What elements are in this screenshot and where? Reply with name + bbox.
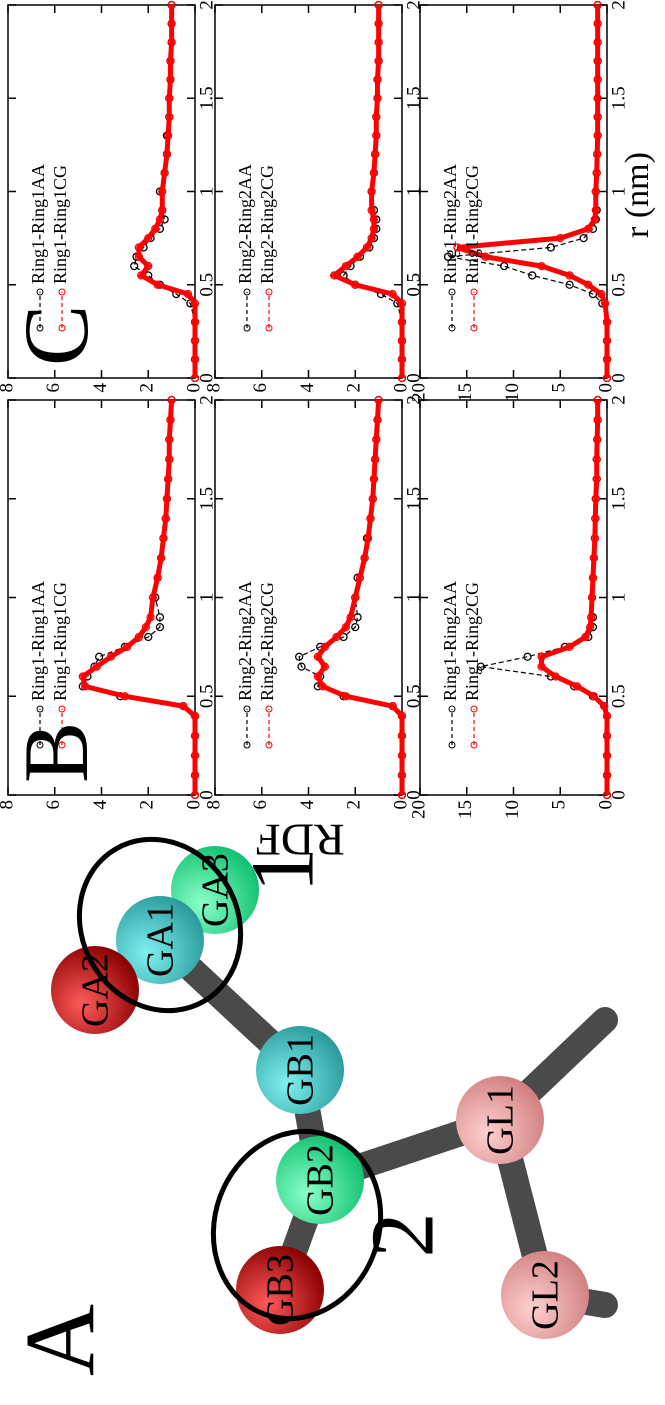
x-tick-label: 2 <box>608 395 629 405</box>
y-tick-label: 2 <box>137 800 158 810</box>
y-tick-label: 0 <box>183 800 204 810</box>
y-tick-label: 20 <box>408 800 429 819</box>
legend-label: Ring2-Ring2CG <box>257 582 277 701</box>
bead-label: GL2 <box>525 1260 567 1330</box>
bead-label: GB1 <box>280 1034 322 1106</box>
ring-label: 2 <box>354 1213 453 1258</box>
x-tick-label: 0.5 <box>196 273 217 297</box>
y-tick-label: 2 <box>137 383 158 393</box>
legend-label: Ring1-Ring1CG <box>50 582 70 701</box>
y-tick-label: 8 <box>0 800 17 810</box>
panel-letter: B <box>5 722 107 783</box>
x-tick-label: 1 <box>608 593 629 603</box>
x-tick-label: 0.5 <box>196 684 217 708</box>
x-tick-label: 0.5 <box>608 684 629 708</box>
y-tick-label: 4 <box>90 800 111 810</box>
x-tick-label: 1.5 <box>608 86 629 110</box>
y-tick-label: 10 <box>502 383 523 402</box>
legend-label: Ring1-Ring2AA <box>440 581 460 701</box>
y-tick-label: 0 <box>595 800 616 810</box>
y-tick-label: 8 <box>203 383 224 393</box>
y-tick-label: 6 <box>250 383 271 393</box>
x-tick-label: 2 <box>608 0 629 10</box>
y-tick-label: 2 <box>344 383 365 393</box>
x-tick-label: 1.5 <box>608 487 629 511</box>
x-tick-label: 0.5 <box>608 273 629 297</box>
legend-label: Ring1-Ring2CG <box>462 582 482 701</box>
y-tick-label: 15 <box>455 383 476 402</box>
x-tick-label: 0 <box>196 790 217 800</box>
y-tick-label: 4 <box>297 383 318 393</box>
bead-label: GA1 <box>140 903 182 977</box>
legend-label: Ring1-Ring2AA <box>440 164 460 284</box>
x-tick-label: 1.5 <box>196 487 217 511</box>
bead-label: GL1 <box>480 1085 522 1155</box>
y-tick-label: 4 <box>90 383 111 393</box>
x-tick-label: 2 <box>196 395 217 405</box>
y-tick-label: 0 <box>595 383 616 393</box>
y-tick-label: 8 <box>203 800 224 810</box>
y-tick-label: 0 <box>183 383 204 393</box>
legend-label: Ring1-Ring1AA <box>28 164 48 284</box>
y-tick-label: 6 <box>43 800 64 810</box>
x-tick-label: 0 <box>608 790 629 800</box>
x-tick-label: 0 <box>608 373 629 383</box>
y-tick-label: 6 <box>43 383 64 393</box>
bead-label: GB2 <box>300 1144 342 1216</box>
x-tick-label: 1.5 <box>196 86 217 110</box>
y-tick-label: 10 <box>502 800 523 819</box>
x-tick-label: 1 <box>196 593 217 603</box>
y-tick-label: 5 <box>549 800 570 810</box>
x-tick-label: 0 <box>196 373 217 383</box>
x-tick-label: 1 <box>196 187 217 197</box>
y-tick-label: 15 <box>455 800 476 819</box>
y-tick-label: 8 <box>0 383 17 393</box>
y-tick-label: 2 <box>344 800 365 810</box>
legend-label: Ring2-Ring2CG <box>257 165 277 284</box>
y-tick-label: 20 <box>408 383 429 402</box>
x-tick-label: 2 <box>196 0 217 10</box>
panel-letter: A <box>4 1304 115 1376</box>
figure: GA3GA1GA2GB1GB2GB3GL1GL212ARDFr (nm)00.5… <box>0 0 665 1405</box>
y-axis-label: RDF <box>255 814 344 865</box>
y-tick-label: 5 <box>549 383 570 393</box>
page: {"figure": {"xlabel": "r (nm)", "ylabel"… <box>0 0 665 1405</box>
y-tick-label: 6 <box>250 800 271 810</box>
y-tick-label: 4 <box>297 800 318 810</box>
panel-letter: C <box>5 305 107 366</box>
x-tick-label: 1 <box>608 187 629 197</box>
legend-label: Ring1-Ring1CG <box>50 165 70 284</box>
legend-label: Ring2-Ring2AA <box>235 164 255 284</box>
legend-label: Ring1-Ring1AA <box>28 581 48 701</box>
rotated-figure: GA3GA1GA2GB1GB2GB3GL1GL212ARDFr (nm)00.5… <box>0 0 656 1376</box>
legend-label: Ring1-Ring2CG <box>462 165 482 284</box>
legend-label: Ring2-Ring2AA <box>235 581 255 701</box>
